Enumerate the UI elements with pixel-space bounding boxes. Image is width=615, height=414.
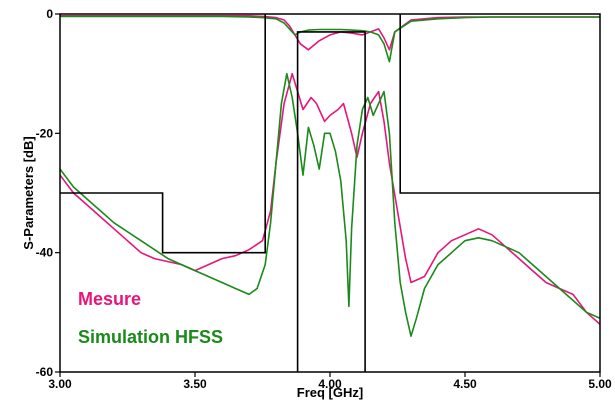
template-line-2	[399, 14, 600, 194]
y-tick-label-0: 0	[46, 7, 53, 21]
y-tick-label-1: -20	[36, 126, 54, 140]
x-tick-label-4: 5.00	[588, 377, 612, 391]
y-axis-ticks: 0 -20 -40 -60	[36, 7, 60, 379]
x-tick-label-3: 4.50	[453, 377, 477, 391]
x-axis-ticks: 3.00 3.50 4.00 4.50 5.00	[48, 372, 612, 391]
series-line-0	[60, 15, 600, 51]
series-line-1	[60, 72, 600, 325]
x-axis-title: Freq [GHz]	[297, 385, 363, 400]
x-tick-label-1: 3.50	[183, 377, 207, 391]
x-tick-label-2: 4.00	[318, 377, 342, 391]
template-line-0	[60, 14, 267, 254]
legend-simulation-hfss: Simulation HFSS	[78, 327, 223, 347]
legend-mesure: Mesure	[78, 289, 141, 309]
series-line-2	[60, 15, 600, 63]
template-line-1	[296, 31, 366, 372]
y-tick-label-2: -40	[36, 246, 54, 260]
series-line-3	[60, 72, 600, 338]
y-axis-title: S-Parameters [dB]	[21, 136, 36, 249]
series-layer	[60, 15, 600, 338]
x-tick-label-0: 3.00	[48, 377, 72, 391]
y-tick-label-3: -60	[36, 365, 54, 379]
template-layer	[60, 14, 600, 372]
